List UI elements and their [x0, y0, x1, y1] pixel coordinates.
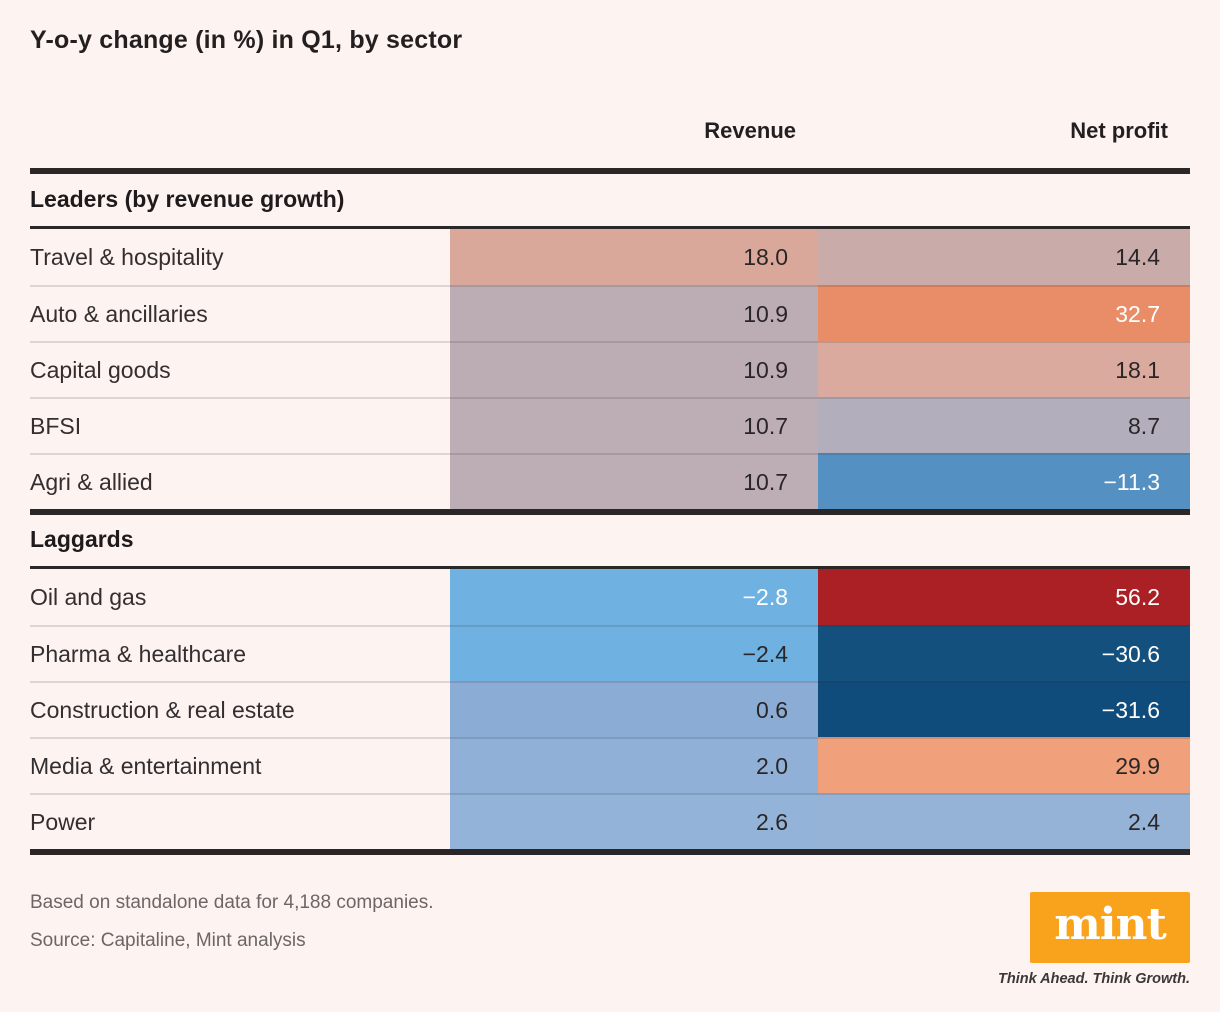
revenue-value-cell: 2.0	[450, 737, 818, 793]
sector-label: Capital goods	[30, 341, 450, 397]
net-profit-value-cell: 14.4	[818, 229, 1190, 285]
net-profit-value-cell: 32.7	[818, 285, 1190, 341]
chart-title: Y-o-y change (in %) in Q1, by sector	[30, 26, 463, 54]
mint-wordmark: mint	[1054, 898, 1167, 950]
net-profit-value-cell: −31.6	[818, 681, 1190, 737]
thick-divider-bottom	[30, 849, 1190, 855]
thick-divider-middle	[30, 509, 1190, 515]
column-header-net-profit: Net profit	[1070, 118, 1168, 143]
sector-label: Auto & ancillaries	[30, 285, 450, 341]
footnotes: Based on standalone data for 4,188 compa…	[30, 884, 434, 960]
revenue-value-cell: 0.6	[450, 681, 818, 737]
net-profit-value-cell: 2.4	[818, 793, 1190, 849]
thin-divider-leaders	[30, 226, 1190, 229]
sector-label: Travel & hospitality	[30, 243, 224, 270]
revenue-value-cell: −2.8	[450, 569, 818, 625]
sector-label: Media & entertainment	[30, 737, 450, 793]
row-media-entertainment: Media & entertainment 2.0 29.9	[30, 737, 1190, 793]
net-profit-value-cell: −30.6	[818, 625, 1190, 681]
sector-label: BFSI	[30, 397, 450, 453]
net-profit-value-cell: 8.7	[818, 397, 1190, 453]
sector-label: Construction & real estate	[30, 681, 450, 737]
net-profit-value-cell: 18.1	[818, 341, 1190, 397]
spacer	[30, 118, 450, 144]
revenue-value-cell: 10.9	[450, 341, 818, 397]
logo-tagline: Think Ahead. Think Growth.	[998, 971, 1190, 987]
row-construction-real-estate: Construction & real estate 0.6 −31.6	[30, 681, 1190, 737]
section-header-leaders: Leaders (by revenue growth)	[30, 186, 345, 212]
thick-divider-top	[30, 168, 1190, 174]
sector-label: Power	[30, 793, 450, 849]
net-profit-value-cell: 29.9	[818, 737, 1190, 793]
row-agri-allied: Agri & allied 10.7 −11.3	[30, 453, 1190, 509]
laggards-rows: Oil and gas −2.8 56.2 Pharma & healthcar…	[30, 569, 1190, 849]
row-capital-goods: Capital goods 10.9 18.1	[30, 341, 1190, 397]
row-oil-and-gas: Oil and gas −2.8 56.2	[30, 569, 1190, 625]
sector-label: Agri & allied	[30, 453, 450, 509]
revenue-value-cell: 10.9	[450, 285, 818, 341]
revenue-value-cell: 2.6	[450, 793, 818, 849]
footnote: Based on standalone data for 4,188 compa…	[30, 892, 434, 913]
section-header-laggards: Laggards	[30, 526, 134, 552]
row-power: Power 2.6 2.4	[30, 793, 1190, 849]
revenue-value-cell: 18.0	[450, 229, 818, 285]
sector-label: Oil and gas	[30, 583, 147, 610]
column-headers: Revenue Net profit	[30, 118, 1190, 144]
revenue-value-cell: −2.4	[450, 625, 818, 681]
net-profit-value-cell: 56.2	[818, 569, 1190, 625]
net-profit-value-cell: −11.3	[818, 453, 1190, 509]
leaders-rows: Travel & hospitality 18.0 14.4 Auto & an…	[30, 229, 1190, 509]
source-line: Source: Capitaline, Mint analysis	[30, 930, 306, 951]
sector-label: Pharma & healthcare	[30, 625, 450, 681]
mint-logo: mint	[1030, 892, 1190, 963]
row-pharma-healthcare: Pharma & healthcare −2.4 −30.6	[30, 625, 1190, 681]
revenue-value-cell: 10.7	[450, 453, 818, 509]
column-header-revenue: Revenue	[704, 118, 796, 143]
row-bfsi: BFSI 10.7 8.7	[30, 397, 1190, 453]
row-travel-hospitality: Travel & hospitality 18.0 14.4	[30, 229, 1190, 285]
row-auto-ancillaries: Auto & ancillaries 10.9 32.7	[30, 285, 1190, 341]
revenue-value-cell: 10.7	[450, 397, 818, 453]
thin-divider-laggards	[30, 566, 1190, 569]
